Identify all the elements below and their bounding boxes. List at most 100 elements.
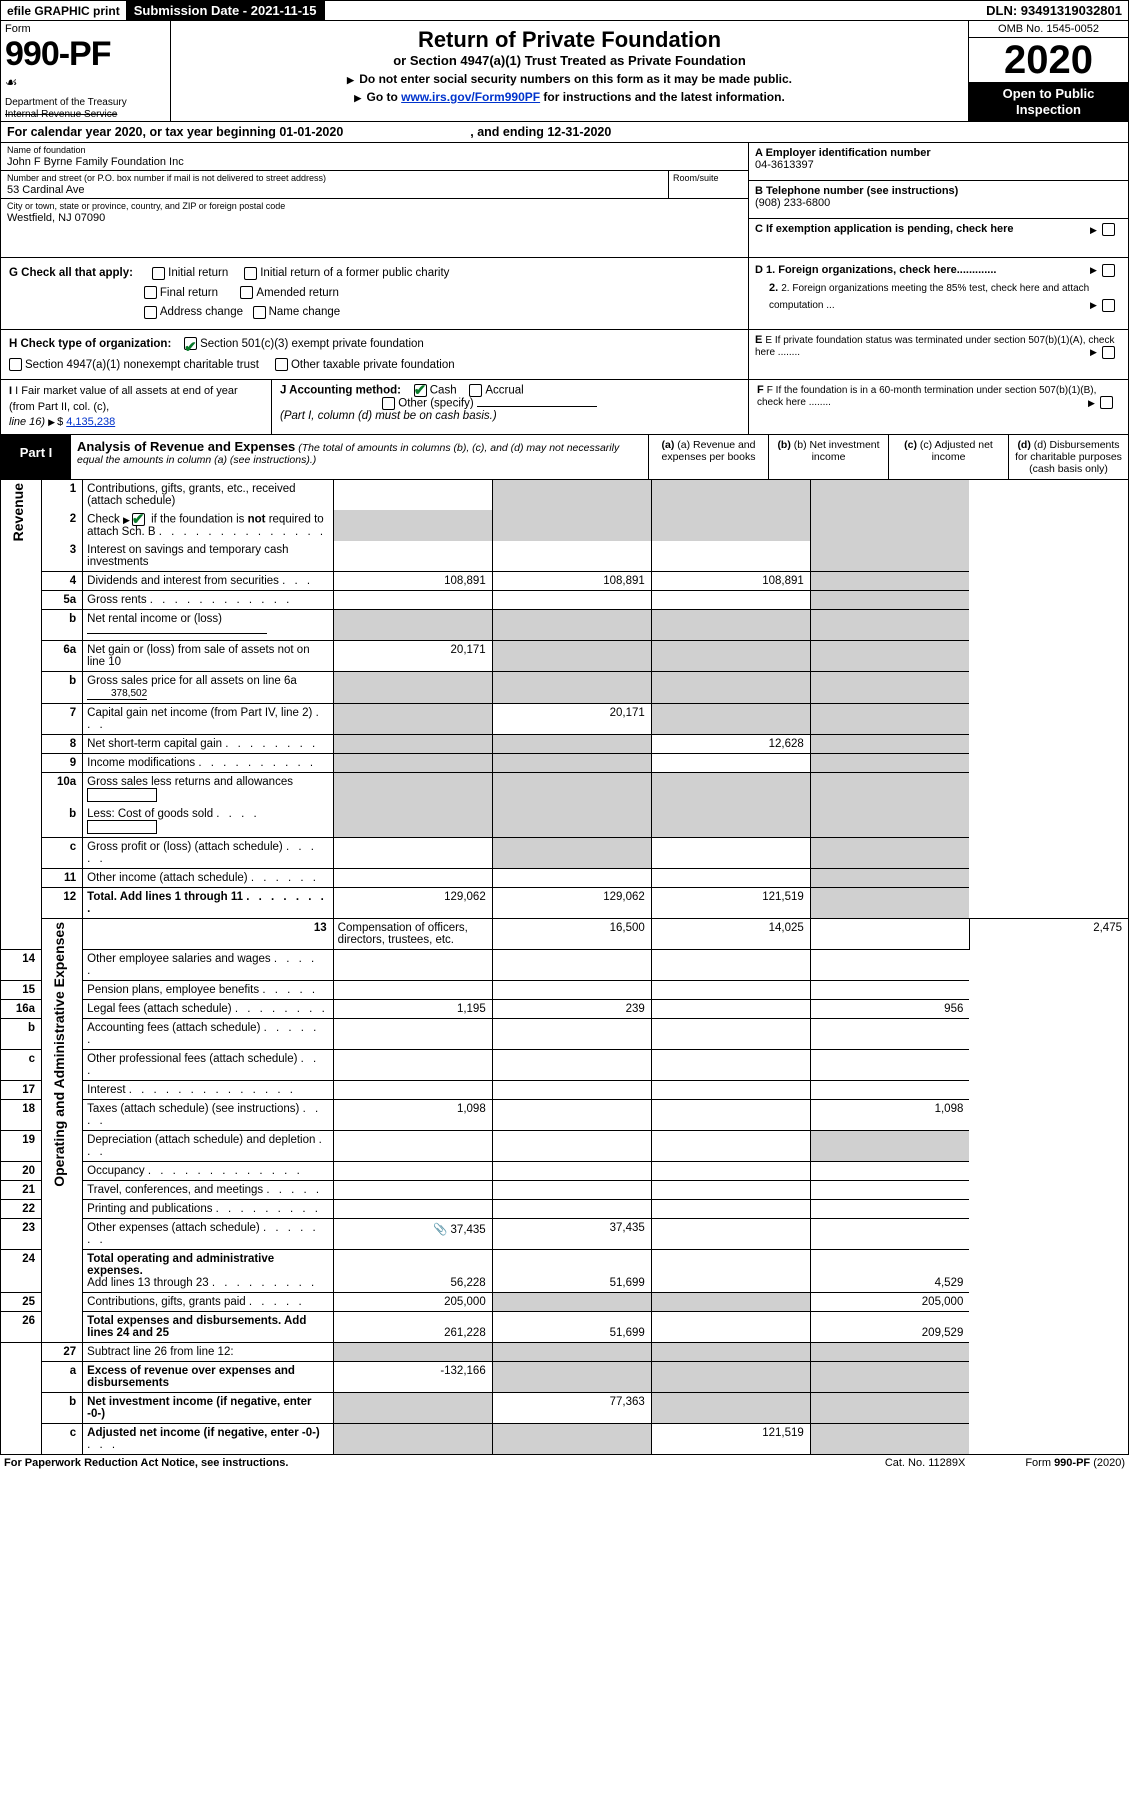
line4-b: 108,891: [492, 572, 651, 591]
g-address-change-checkbox[interactable]: [144, 306, 157, 319]
c-checkbox[interactable]: [1102, 223, 1115, 236]
line13-b: 14,025: [651, 919, 810, 950]
line23-label: Other expenses (attach schedule) . . . .…: [83, 1219, 334, 1250]
line13-a: 16,500: [492, 919, 651, 950]
line4-c: 108,891: [651, 572, 810, 591]
line12-label: Total. Add lines 1 through 11 . . . . . …: [83, 888, 334, 919]
line25-d: 205,000: [810, 1293, 969, 1312]
line16c-label: Other professional fees (attach schedule…: [83, 1050, 334, 1081]
line24-b: 51,699: [492, 1250, 651, 1293]
line13-d: 2,475: [969, 919, 1128, 950]
line27a-a: -132,166: [333, 1362, 492, 1393]
g-final-return-checkbox[interactable]: [144, 286, 157, 299]
line23-a: 📎 37,435: [333, 1219, 492, 1250]
top-bar: efile GRAPHIC print Submission Date - 20…: [0, 0, 1129, 21]
ein-value: 04-3613397: [755, 159, 1122, 171]
h-501c3-checkbox[interactable]: [184, 337, 197, 350]
j-label: J Accounting method:: [280, 385, 401, 397]
paperwork-notice: For Paperwork Reduction Act Notice, see …: [4, 1457, 288, 1469]
e-block: E E If private foundation status was ter…: [748, 330, 1128, 379]
line7-b: 20,171: [492, 704, 651, 735]
line12-b: 129,062: [492, 888, 651, 919]
line4-label: Dividends and interest from securities .…: [83, 572, 334, 591]
line5b-label: Net rental income or (loss): [83, 610, 334, 641]
g-name-change-checkbox[interactable]: [253, 306, 266, 319]
line7-label: Capital gain net income (from Part IV, l…: [83, 704, 334, 735]
j-cash-checkbox[interactable]: [414, 384, 427, 397]
line16a-d: 956: [810, 1000, 969, 1019]
line4-a: 108,891: [333, 572, 492, 591]
d1-label: D 1. Foreign organizations, check here..…: [755, 264, 996, 276]
line8-label: Net short-term capital gain . . . . . . …: [83, 735, 334, 754]
open-to-public: Open to PublicInspection: [969, 82, 1128, 121]
tel-block: B Telephone number (see instructions) (9…: [749, 181, 1128, 219]
part1-header: Part I Analysis of Revenue and Expenses …: [0, 435, 1129, 480]
line2-schb-checkbox[interactable]: [132, 513, 145, 526]
city-label: City or town, state or province, country…: [7, 201, 742, 211]
col-c-header: (c) (c) Adjusted net income: [888, 435, 1008, 479]
tel-value: (908) 233-6800: [755, 197, 1122, 209]
e-checkbox[interactable]: [1102, 346, 1115, 359]
g-label: G Check all that apply:: [9, 267, 133, 279]
ein-block: A Employer identification number 04-3613…: [749, 143, 1128, 181]
line16a-a: 1,195: [333, 1000, 492, 1019]
header-center: Return of Private Foundation or Section …: [171, 21, 968, 121]
calendar-year-row: For calendar year 2020, or tax year begi…: [0, 122, 1129, 143]
line9-label: Income modifications . . . . . . . . . .: [83, 754, 334, 773]
line26-b: 51,699: [492, 1312, 651, 1343]
street-label: Number and street (or P.O. box number if…: [7, 173, 662, 183]
cat-no: Cat. No. 11289X: [885, 1457, 966, 1469]
line23-b: 37,435: [492, 1219, 651, 1250]
i-block: I I Fair market value of all assets at e…: [1, 380, 271, 434]
j-block: J Accounting method: Cash Accrual Other …: [271, 380, 748, 434]
line26-d: 209,529: [810, 1312, 969, 1343]
line16a-label: Legal fees (attach schedule) . . . . . .…: [83, 1000, 334, 1019]
revenue-side-label: Revenue: [1, 480, 42, 950]
line10a-label: Gross sales less returns and allowances: [83, 773, 334, 806]
info-left: Name of foundation John F Byrne Family F…: [1, 143, 748, 257]
line27c-c: 121,519: [651, 1424, 810, 1455]
line6b-label: Gross sales price for all assets on line…: [83, 672, 334, 704]
part1-desc: Analysis of Revenue and Expenses (The to…: [71, 435, 648, 479]
line14-label: Other employee salaries and wages . . . …: [83, 950, 334, 981]
g-initial-former-checkbox[interactable]: [244, 267, 257, 280]
irs-line: Internal Revenue Service: [5, 109, 166, 120]
g-initial-return-checkbox[interactable]: [152, 267, 165, 280]
line27b-b: 77,363: [492, 1393, 651, 1424]
h-block: H Check type of organization: Section 50…: [0, 330, 1129, 380]
line10c-label: Gross profit or (loss) (attach schedule)…: [83, 838, 334, 869]
form-subtitle: or Section 4947(a)(1) Trust Treated as P…: [175, 53, 964, 68]
h-options: H Check type of organization: Section 50…: [1, 330, 748, 379]
line1-label: Contributions, gifts, grants, etc., rece…: [83, 480, 334, 510]
col-a-header: (a) (a) Revenue and expenses per books: [648, 435, 768, 479]
omb-number: OMB No. 1545-0052: [969, 21, 1128, 38]
part1-label: Part I: [1, 435, 71, 479]
line8-c: 12,628: [651, 735, 810, 754]
line6a-label: Net gain or (loss) from sale of assets n…: [83, 641, 334, 672]
f-checkbox[interactable]: [1100, 396, 1113, 409]
form-note2: Go to www.irs.gov/Form990PF for instruct…: [175, 90, 964, 104]
g-amended-return-checkbox[interactable]: [240, 286, 253, 299]
e-label: E If private foundation status was termi…: [755, 335, 1114, 358]
footer: For Paperwork Reduction Act Notice, see …: [0, 1455, 1129, 1471]
line21-label: Travel, conferences, and meetings . . . …: [83, 1181, 334, 1200]
d1-checkbox[interactable]: [1102, 264, 1115, 277]
line6b-inline: 378,502: [87, 688, 147, 700]
foundation-name-label: Name of foundation: [7, 145, 742, 155]
h-4947-checkbox[interactable]: [9, 358, 22, 371]
d2-checkbox[interactable]: [1102, 299, 1115, 312]
line24-label: Total operating and administrative expen…: [83, 1250, 334, 1293]
h-other-taxable-checkbox[interactable]: [275, 358, 288, 371]
header-left: Form 990-PF ☙ Department of the Treasury…: [1, 21, 171, 121]
line19-label: Depreciation (attach schedule) and deple…: [83, 1131, 334, 1162]
d-block: D 1. Foreign organizations, check here..…: [748, 258, 1128, 329]
j-accrual-checkbox[interactable]: [469, 384, 482, 397]
line20-label: Occupancy . . . . . . . . . . . . .: [83, 1162, 334, 1181]
attachment-icon[interactable]: 📎: [433, 1222, 447, 1236]
j-other-checkbox[interactable]: [382, 397, 395, 410]
line27b-label: Net investment income (if negative, ente…: [83, 1393, 334, 1424]
header-right: OMB No. 1545-0052 2020 Open to PublicIns…: [968, 21, 1128, 121]
j-note: (Part I, column (d) must be on cash basi…: [280, 410, 497, 422]
form990pf-link[interactable]: www.irs.gov/Form990PF: [401, 90, 540, 104]
ein-label: A Employer identification number: [755, 147, 1122, 159]
